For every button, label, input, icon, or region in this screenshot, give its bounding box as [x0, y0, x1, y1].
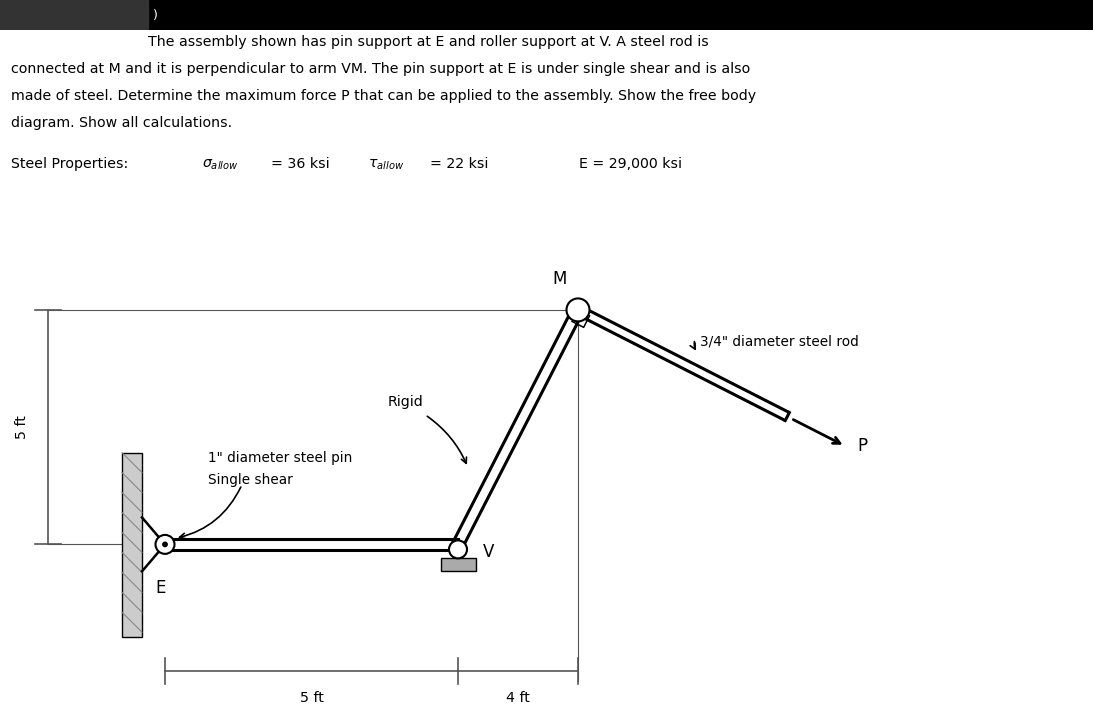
Text: M: M [553, 270, 567, 288]
Text: P: P [857, 437, 868, 455]
Circle shape [449, 541, 467, 559]
Text: E = 29,000 ksi: E = 29,000 ksi [579, 157, 682, 171]
Circle shape [155, 535, 175, 554]
Text: $\tau_{allow}$: $\tau_{allow}$ [368, 157, 404, 172]
Text: diagram. Show all calculations.: diagram. Show all calculations. [11, 116, 232, 130]
Text: Steel Properties:: Steel Properties: [11, 157, 128, 171]
Text: E: E [156, 580, 166, 597]
Bar [122, 452, 142, 637]
Text: 3/4" diameter steel rod: 3/4" diameter steel rod [700, 335, 859, 349]
Text: 5 ft: 5 ft [299, 691, 324, 705]
Text: connected at M and it is perpendicular to arm VM. The pin support at E is under : connected at M and it is perpendicular t… [11, 62, 750, 75]
Text: 5 ft: 5 ft [15, 415, 30, 439]
Bar [440, 559, 475, 572]
Text: The assembly shown has pin support at E and roller support at V. A steel rod is: The assembly shown has pin support at E … [148, 35, 708, 48]
Bar [0, 0, 148, 30]
Text: = 36 ksi: = 36 ksi [271, 157, 330, 171]
Text: = 22 ksi: = 22 ksi [430, 157, 487, 171]
Text: V: V [483, 544, 494, 562]
Text: 4 ft: 4 ft [506, 691, 530, 705]
Text: Rigid: Rigid [387, 395, 423, 408]
Text: $\sigma_{allow}$: $\sigma_{allow}$ [202, 157, 239, 172]
Text: Single shear: Single shear [208, 472, 293, 487]
Circle shape [566, 298, 589, 321]
Text: ): ) [153, 9, 162, 22]
Text: 1" diameter steel pin: 1" diameter steel pin [208, 451, 352, 464]
Circle shape [163, 542, 167, 546]
Text: made of steel. Determine the maximum force P that can be applied to the assembly: made of steel. Determine the maximum for… [11, 89, 756, 103]
